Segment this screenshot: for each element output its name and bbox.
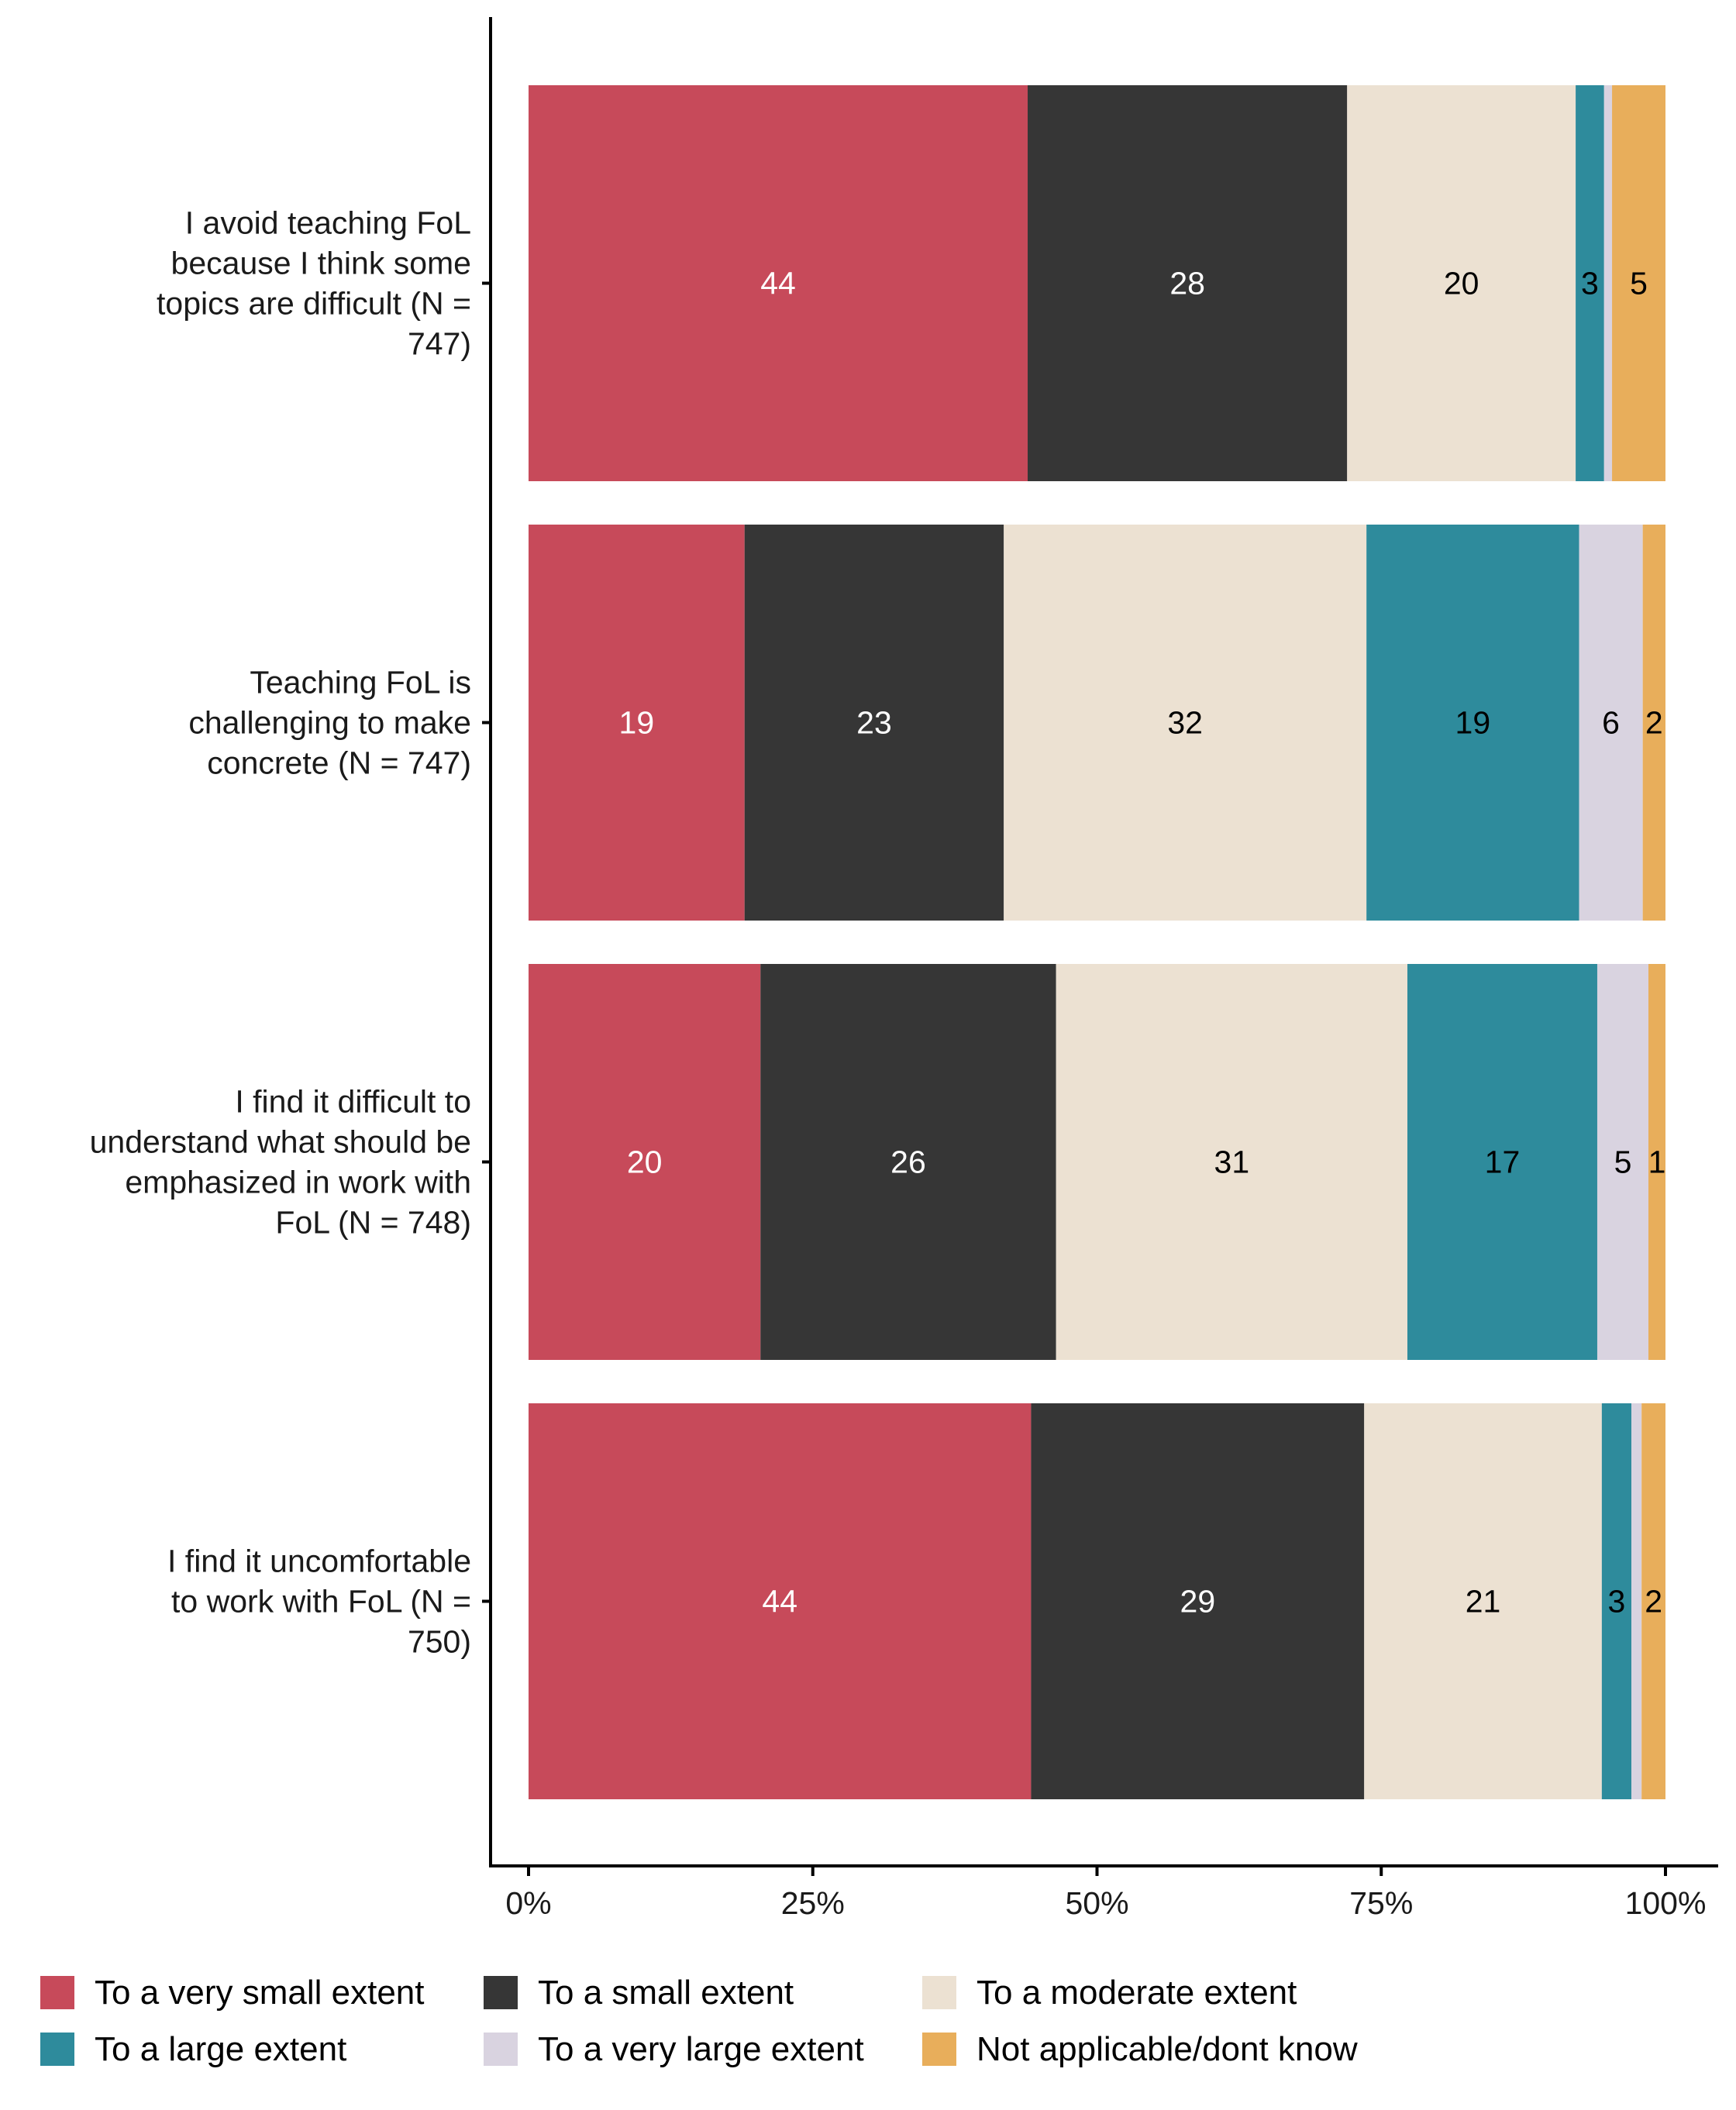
segment-value-label: 2 bbox=[1645, 705, 1663, 741]
category-label: I avoid teaching FoL bbox=[185, 205, 471, 241]
category-label: FoL (N = 748) bbox=[275, 1205, 471, 1241]
bar-segment bbox=[1366, 525, 1579, 921]
category-labels-layer: I avoid teaching FoL because I think some… bbox=[90, 205, 471, 1660]
segment-value-label: 32 bbox=[1167, 705, 1203, 741]
segment-value-label: 21 bbox=[1466, 1584, 1501, 1620]
axes-layer bbox=[489, 17, 1718, 1867]
bar-segment bbox=[1364, 1403, 1602, 1799]
bar-segment bbox=[1056, 964, 1407, 1360]
segment-labels-layer: 44 28 20 3 519 23 32 19 6 220 26 31 17 5 144 29 21 3 2 bbox=[619, 266, 1666, 1620]
legend-item: To a very small extent bbox=[40, 1974, 425, 2012]
category-label: 750) bbox=[408, 1624, 471, 1660]
bar-segment bbox=[1576, 85, 1604, 481]
legend-swatch bbox=[484, 1976, 518, 2009]
legend-label: To a very small extent bbox=[95, 1974, 425, 2012]
legend-label: To a small extent bbox=[538, 1974, 794, 2012]
bar-segment bbox=[1031, 1403, 1365, 1799]
bar-segment bbox=[1004, 525, 1367, 921]
bar-segment bbox=[1347, 85, 1576, 481]
bar-segment bbox=[1648, 964, 1665, 1360]
bar-segment bbox=[1596, 964, 1648, 1360]
segment-value-label: 23 bbox=[856, 705, 892, 741]
segment-value-label: 1 bbox=[1648, 1144, 1666, 1180]
category-label: concrete (N = 747) bbox=[207, 745, 471, 781]
legend-item: To a small extent bbox=[484, 1974, 794, 2012]
x-tick-label: 100% bbox=[1625, 1885, 1707, 1921]
segment-value-label: 3 bbox=[1581, 266, 1599, 301]
segment-value-label: 3 bbox=[1608, 1584, 1626, 1620]
x-tick-label: 0% bbox=[505, 1885, 551, 1921]
bar-segment bbox=[1641, 1403, 1665, 1799]
category-label: I find it uncomfortable bbox=[167, 1544, 471, 1579]
bar-segment bbox=[529, 525, 745, 921]
legend-item: Not applicable/dont know bbox=[922, 2030, 1358, 2068]
bar-segment bbox=[529, 85, 1028, 481]
bar-segment bbox=[744, 525, 1004, 921]
bar-segment bbox=[529, 1403, 1032, 1799]
segment-value-label: 6 bbox=[1602, 705, 1620, 741]
x-tick-label: 75% bbox=[1349, 1885, 1413, 1921]
legend-swatch bbox=[484, 2033, 518, 2066]
segment-value-label: 5 bbox=[1614, 1144, 1632, 1180]
bar-segment bbox=[1603, 85, 1613, 481]
bar-segment bbox=[1631, 1403, 1642, 1799]
segment-value-label: 26 bbox=[890, 1144, 926, 1180]
bar-segment bbox=[1601, 1403, 1631, 1799]
bar-segment bbox=[1642, 525, 1665, 921]
legend-label: To a large extent bbox=[95, 2030, 346, 2068]
segment-value-label: 17 bbox=[1485, 1144, 1521, 1180]
legend-swatch bbox=[922, 1976, 956, 2009]
segment-value-label: 2 bbox=[1645, 1584, 1662, 1620]
y-ticks-layer bbox=[482, 281, 491, 1603]
category-label: Teaching FoL is bbox=[250, 665, 471, 700]
segment-value-label: 31 bbox=[1214, 1144, 1250, 1180]
category-label: challenging to make bbox=[188, 705, 471, 741]
x-tick-label: 25% bbox=[781, 1885, 845, 1921]
category-label: I find it difficult to bbox=[235, 1084, 471, 1120]
bar-segment bbox=[1612, 85, 1665, 481]
legend: To a very small extent To a small extent T… bbox=[40, 1974, 1358, 2068]
category-label: understand what should be bbox=[90, 1124, 471, 1160]
segment-value-label: 29 bbox=[1180, 1584, 1216, 1620]
legend-swatch bbox=[922, 2033, 956, 2066]
segment-value-label: 19 bbox=[1455, 705, 1491, 741]
bar-segment bbox=[1407, 964, 1597, 1360]
legend-label: To a moderate extent bbox=[976, 1974, 1297, 2012]
x-ticks-layer: 0% 25% 50% 75% 100% bbox=[505, 1866, 1706, 1921]
segment-value-label: 20 bbox=[1444, 266, 1479, 301]
category-label: emphasized in work with bbox=[125, 1165, 471, 1200]
category-label: topics are difficult (N = bbox=[157, 286, 471, 322]
legend-item: To a large extent bbox=[40, 2030, 346, 2068]
bars-layer bbox=[529, 85, 1665, 1799]
legend-swatch bbox=[40, 1976, 74, 2009]
legend-item: To a very large extent bbox=[484, 2030, 864, 2068]
legend-item: To a moderate extent bbox=[922, 1974, 1297, 2012]
bar-segment bbox=[1028, 85, 1348, 481]
segment-value-label: 5 bbox=[1630, 266, 1648, 301]
legend-label: Not applicable/dont know bbox=[976, 2030, 1358, 2068]
legend-label: To a very large extent bbox=[538, 2030, 864, 2068]
legend-swatch bbox=[40, 2033, 74, 2066]
segment-value-label: 19 bbox=[619, 705, 655, 741]
x-tick-label: 50% bbox=[1065, 1885, 1128, 1921]
bar-segment bbox=[760, 964, 1056, 1360]
category-label: to work with FoL (N = bbox=[171, 1584, 471, 1620]
segment-value-label: 44 bbox=[760, 266, 796, 301]
segment-value-label: 20 bbox=[627, 1144, 663, 1180]
category-label: because I think some bbox=[171, 246, 471, 281]
category-label: 747) bbox=[408, 326, 471, 362]
bar-segment bbox=[1579, 525, 1643, 921]
segment-value-label: 28 bbox=[1169, 266, 1205, 301]
bar-segment bbox=[529, 964, 761, 1360]
segment-value-label: 44 bbox=[762, 1584, 797, 1620]
